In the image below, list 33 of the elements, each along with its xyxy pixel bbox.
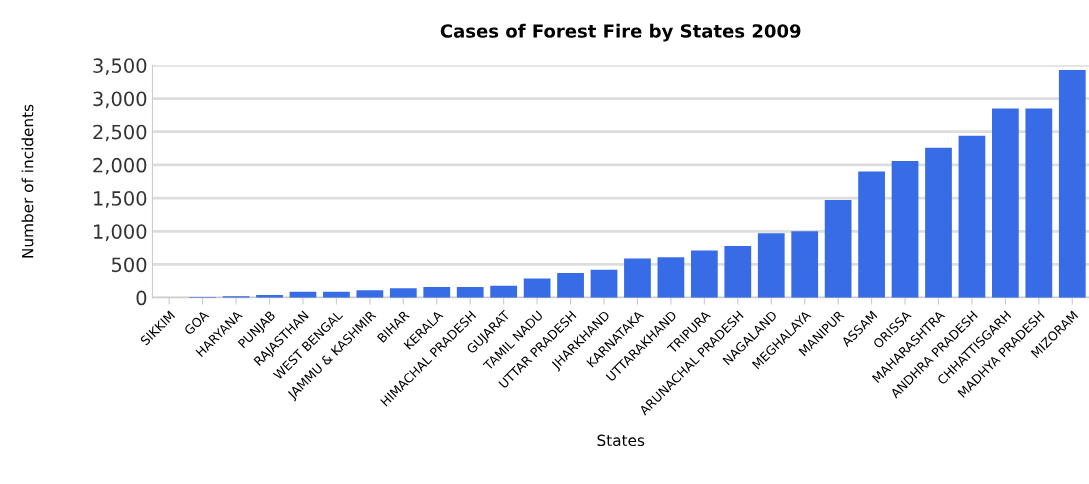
y-tick-label: 3,000: [93, 91, 147, 109]
bar: [690, 250, 718, 298]
bar: [824, 200, 852, 298]
bar: [925, 147, 952, 298]
y-tick-label: 2,000: [93, 157, 147, 175]
bar: [791, 231, 819, 298]
bar: [490, 285, 518, 298]
bar: [557, 273, 584, 298]
y-tick-label: 3,500: [93, 58, 147, 75]
bar: [891, 160, 919, 298]
y-axis-title: Number of incidents: [21, 104, 34, 258]
y-tick-label: 1,000: [94, 224, 147, 241]
bar: [356, 290, 384, 298]
bar: [389, 288, 417, 298]
chart-title: Cases of Forest Fire by States 2009: [440, 23, 801, 42]
x-axis-title: States: [597, 434, 645, 447]
bar: [757, 233, 785, 298]
bar: [624, 258, 651, 298]
bar: [1058, 69, 1086, 298]
y-tick-label: 2,500: [93, 124, 147, 142]
bar: [992, 108, 1019, 298]
bar: [456, 287, 484, 298]
bar: [724, 245, 752, 298]
bar: [858, 171, 885, 298]
bar: [590, 269, 618, 298]
y-tick-label: 0: [136, 290, 147, 306]
bar: [1025, 108, 1053, 298]
bar: [523, 278, 551, 298]
bar: [958, 135, 986, 298]
y-tick-label: 1,500: [94, 191, 147, 208]
bar: [423, 287, 451, 298]
y-tick-label: 500: [111, 257, 147, 273]
bar: [657, 257, 685, 298]
